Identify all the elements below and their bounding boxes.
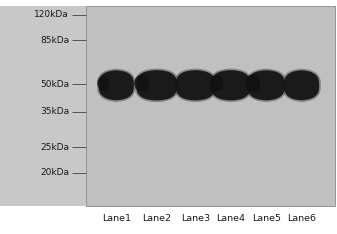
Text: Lane3: Lane3	[181, 214, 210, 223]
Text: 50kDa: 50kDa	[40, 80, 69, 89]
Text: Lane2: Lane2	[142, 214, 171, 223]
FancyBboxPatch shape	[248, 70, 285, 100]
FancyBboxPatch shape	[99, 70, 134, 100]
FancyBboxPatch shape	[136, 70, 177, 100]
Bar	[0, 6, 86, 206]
FancyBboxPatch shape	[135, 68, 179, 102]
Ellipse shape	[97, 76, 110, 91]
Text: Lane6: Lane6	[287, 214, 316, 223]
Ellipse shape	[210, 75, 223, 91]
Text: 35kDa: 35kDa	[40, 107, 69, 116]
Bar	[86, 6, 335, 206]
Text: 85kDa: 85kDa	[40, 36, 69, 44]
FancyBboxPatch shape	[211, 70, 250, 100]
FancyBboxPatch shape	[176, 70, 215, 100]
FancyBboxPatch shape	[210, 68, 252, 102]
Text: 120kDa: 120kDa	[34, 10, 69, 19]
Text: Lane4: Lane4	[216, 214, 245, 223]
Text: Lane1: Lane1	[102, 214, 131, 223]
FancyBboxPatch shape	[246, 68, 286, 102]
Ellipse shape	[134, 75, 149, 92]
Text: 20kDa: 20kDa	[40, 168, 69, 177]
FancyBboxPatch shape	[282, 68, 321, 102]
Text: 25kDa: 25kDa	[40, 143, 69, 152]
FancyBboxPatch shape	[174, 68, 217, 102]
Text: Lane5: Lane5	[252, 214, 281, 223]
FancyBboxPatch shape	[284, 70, 319, 100]
FancyBboxPatch shape	[97, 68, 135, 102]
Ellipse shape	[245, 74, 260, 92]
